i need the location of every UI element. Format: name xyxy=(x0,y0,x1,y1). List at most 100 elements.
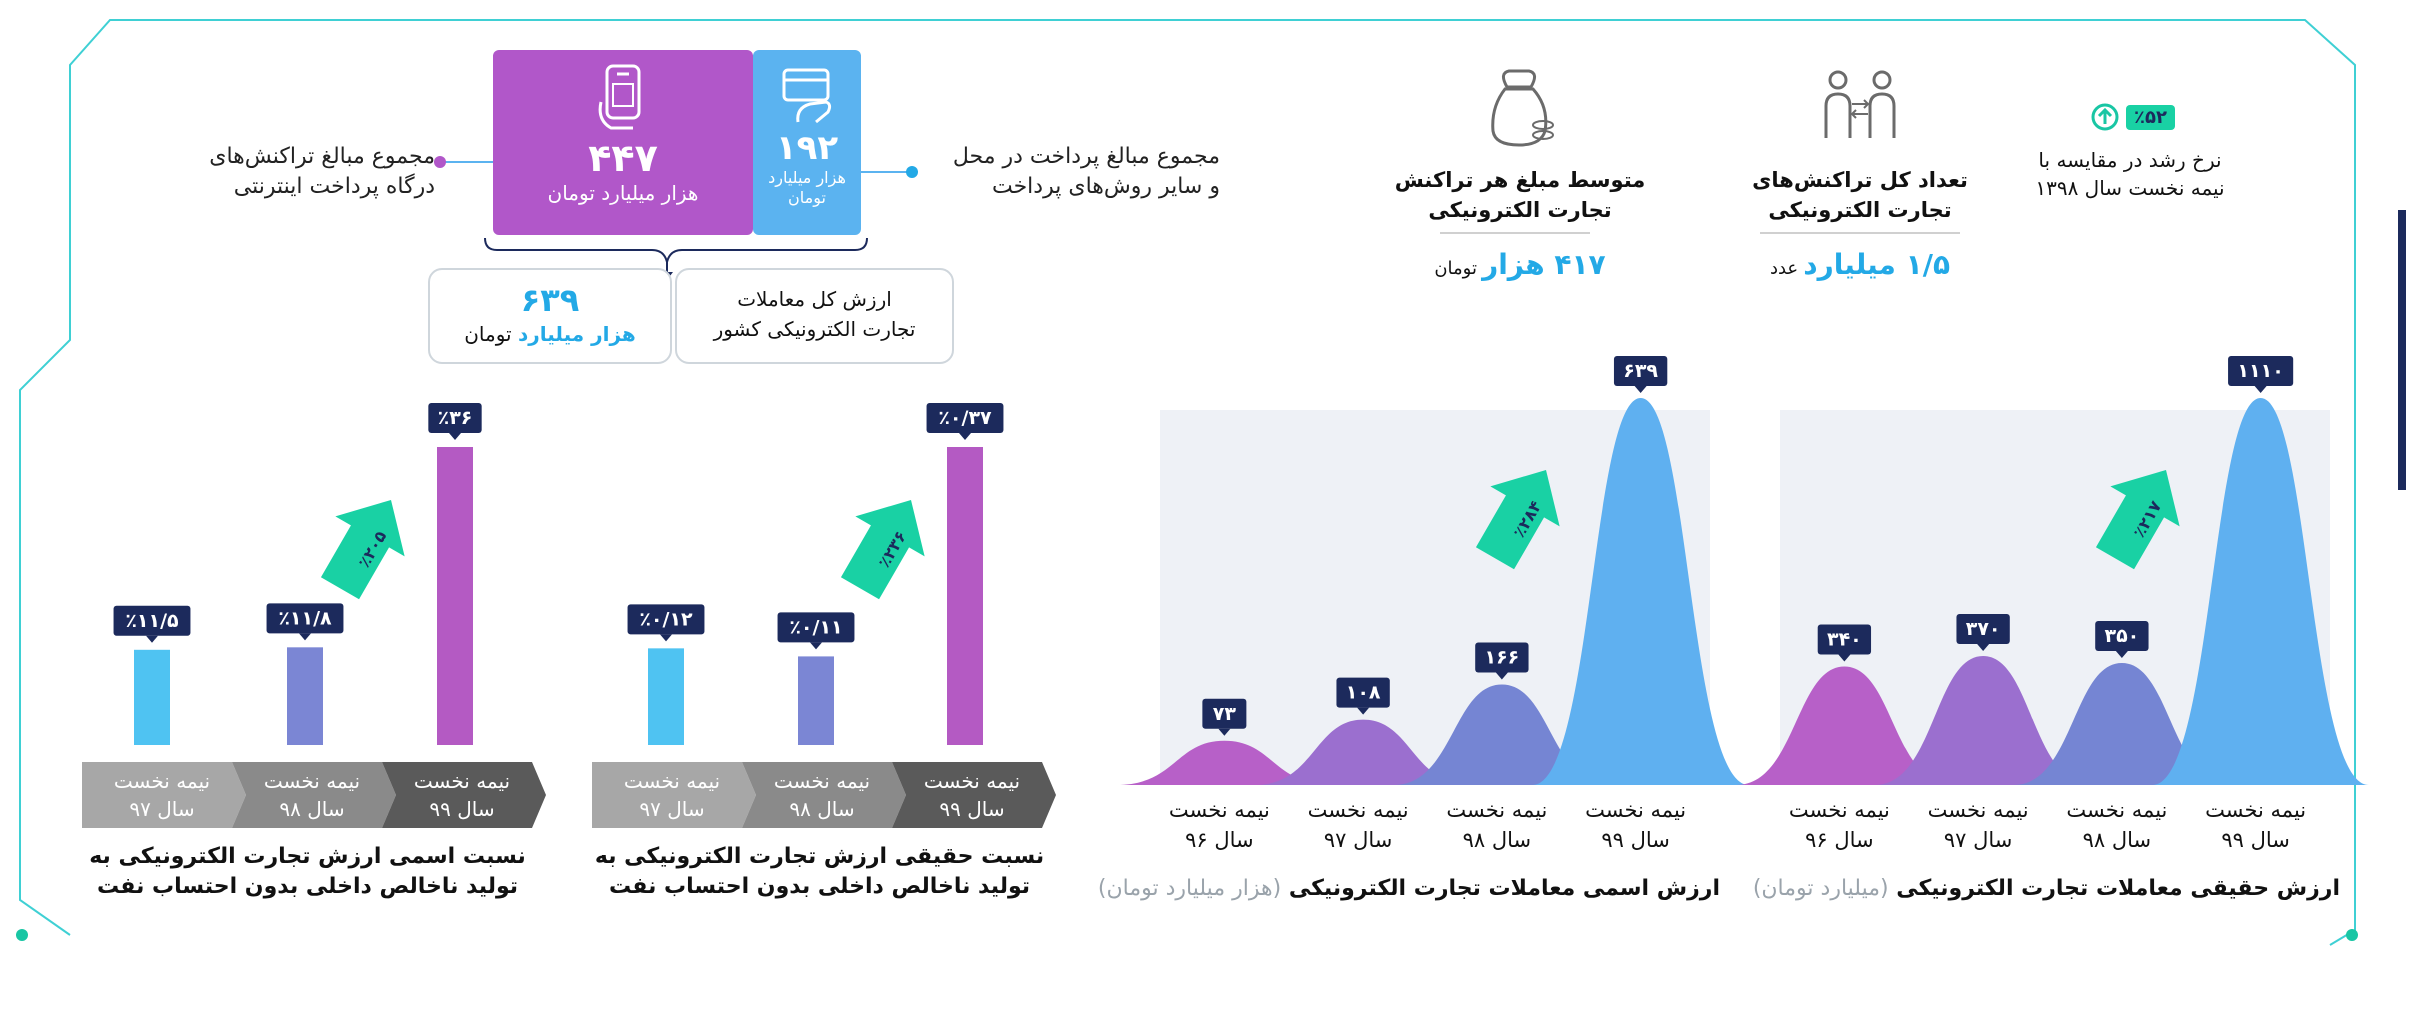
area-xlabel-line2: سال ۹۶ xyxy=(1185,828,1254,852)
growth-arrow-area-0-shape xyxy=(1475,469,1560,570)
caption-real-area: ارزش حقیقی معاملات تجارت الکترونیکی (میل… xyxy=(1753,876,2340,901)
ribbon-label-line1: نیمه نخست xyxy=(113,769,211,793)
area-label-1-2-text: ۳۵۰ xyxy=(2104,625,2139,647)
area-label-0-1: ۱۰۸ xyxy=(1336,677,1390,715)
kpi-avg-title-line1: متوسط مبلغ هر تراکنش xyxy=(1394,168,1646,192)
area-xlabel-line1: نیمه نخست xyxy=(1927,798,2029,822)
ribbon-label-line2: سال ۹۹ xyxy=(939,797,1005,821)
area-xlabel: نیمه نخست سال ۹۹ xyxy=(1561,795,1710,855)
arrow-up-circle-icon xyxy=(2091,103,2119,131)
card-internet-gateway: ۴۴۷ هزار میلیارد تومان xyxy=(493,50,753,235)
bar-label-0-2-pointer xyxy=(449,433,461,440)
bar-label-1-0-bg xyxy=(627,604,705,635)
card-hand-icon xyxy=(782,68,832,124)
growth-arrow-area-1-shape xyxy=(2095,469,2180,570)
area-xlabel-line2: سال ۹۹ xyxy=(2221,828,2290,852)
area-label-0-1-bg xyxy=(1336,677,1390,708)
ribbon-label-line2: سال ۹۷ xyxy=(639,797,705,821)
kpi-avg-divider xyxy=(1440,232,1590,234)
area-peak-1-2 xyxy=(2013,662,2231,785)
area-label-1-2-bg xyxy=(2095,620,2149,651)
growth-arrow-1-shape xyxy=(840,499,925,600)
bar-label-1-0-text: ٪۰/۱۲ xyxy=(639,608,693,630)
kpi-growth-line1: نرخ رشد در مقایسه با xyxy=(2038,148,2222,172)
total-unit-tail: تومان xyxy=(464,322,512,346)
ribbon-label-line1: نیمه نخست xyxy=(923,769,1021,793)
ribbon-label: نیمه نخست سال ۹۷ xyxy=(600,762,744,828)
area-label-0-1-pointer xyxy=(1357,707,1370,715)
area-xlabel-line1: نیمه نخست xyxy=(2205,798,2307,822)
ribbon-segment xyxy=(382,762,546,828)
bar-label-0-0-bg xyxy=(113,605,191,636)
area-label-1-0-bg xyxy=(1817,624,1872,655)
bar-1-0 xyxy=(648,648,684,745)
kpi-growth-line2: نیمه نخست سال ۱۳۹۸ xyxy=(2035,176,2225,200)
kpi-avg-title: متوسط مبلغ هر تراکنش تجارت الکترونیکی xyxy=(1390,165,1650,225)
area-xlabel-line2: سال ۹۹ xyxy=(1601,828,1670,852)
ribbon-label-line2: سال ۹۷ xyxy=(129,797,195,821)
area-label-0-1-text: ۱۰۸ xyxy=(1346,682,1381,704)
bar-1-2 xyxy=(947,447,983,745)
area-peak-0-3 xyxy=(1532,398,1749,785)
area-label-1-3-text: ۱۱۱۰ xyxy=(2237,360,2283,382)
ribbon-segment xyxy=(592,762,756,828)
area-xlabel-line2: سال ۹۸ xyxy=(2082,828,2152,852)
bar-label-1-1-pointer xyxy=(810,642,822,650)
bar-label-0-0-text: ٪۱۱/۵ xyxy=(125,610,179,632)
kpi-growth-note: نرخ رشد در مقایسه با نیمه نخست سال ۱۳۹۸ xyxy=(2010,146,2250,202)
caption-nominal-ratio-text: نسبت اسمی ارزش تجارت الکترونیکی به تولید… xyxy=(89,844,526,899)
ribbon-label-line1: نیمه نخست xyxy=(413,769,511,793)
area-label-0-2: ۱۶۶ xyxy=(1475,642,1529,680)
area-label-0-0: ۷۳ xyxy=(1202,698,1247,736)
ribbon-segment xyxy=(892,762,1056,828)
area-xlabel: نیمه نخست سال ۹۶ xyxy=(1765,795,1914,855)
area-label-1-3-bg xyxy=(2228,356,2294,386)
bar-label-1-2-text: ٪۰/۳۷ xyxy=(938,407,992,429)
area-xlabel: نیمه نخست سال ۹۸ xyxy=(1423,795,1572,855)
area-label-1-1-pointer xyxy=(1977,644,1990,651)
bar-0-1 xyxy=(287,647,323,745)
ribbon-segment xyxy=(82,762,246,828)
caption-nominal-area: ارزش اسمی معاملات تجارت الکترونیکی (هزار… xyxy=(1098,876,1720,901)
area-label-1-1: ۳۷۰ xyxy=(1956,614,2010,651)
area-xlabel: نیمه نخست سال ۹۸ xyxy=(2043,795,2192,855)
caption-nominal-ratio: نسبت اسمی ارزش تجارت الکترونیکی به تولید… xyxy=(80,842,535,902)
area-label-1-2-pointer xyxy=(2115,650,2128,658)
growth-arrow-area-0: ٪۲۸۴ xyxy=(1475,469,1560,570)
bar-label-0-2-bg xyxy=(428,403,482,433)
ribbon-label: نیمه نخست سال ۹۹ xyxy=(900,762,1044,828)
area-label-0-2-bg xyxy=(1475,642,1529,673)
kpi-growth-badge: ٪۵۲ xyxy=(2090,102,2188,132)
money-bag-icon xyxy=(1491,69,1554,147)
ribbon-label-line1: نیمه نخست xyxy=(263,769,361,793)
total-label-box: ارزش کل معاملات تجارت الکترونیکی کشور xyxy=(675,268,954,364)
ribbon-label: نیمه نخست سال ۹۸ xyxy=(750,762,894,828)
bar-0-2 xyxy=(437,447,473,745)
area-peak-1-0 xyxy=(1736,666,1953,785)
area-label-1-0-text: ۳۴۰ xyxy=(1827,628,1862,650)
nominal-area-xlabels: نیمه نخست سال ۹۶ نیمه نخست سال ۹۷ نیمه نخست س… xyxy=(1150,795,1710,865)
note-internet-gateway: مجموع مبالغ تراکنش‌های درگاه پرداخت اینت… xyxy=(165,142,435,202)
bar-label-0-1: ٪۱۱/۸ xyxy=(266,603,344,641)
area-xlabel: نیمه نخست سال ۹۷ xyxy=(1284,795,1433,855)
area-label-1-1-text: ۳۷۰ xyxy=(1966,618,2001,640)
area-label-0-2-pointer xyxy=(1495,672,1508,680)
growth-arrow-0-shape xyxy=(320,499,405,600)
area-xlabel-line1: نیمه نخست xyxy=(1168,798,1270,822)
kpi-growth-value: ٪۵۲ xyxy=(2126,104,2175,130)
area-label-0-0-pointer xyxy=(1218,728,1231,736)
area-label-1-0: ۳۴۰ xyxy=(1817,624,1872,662)
card-blue-unit-1: هزار میلیارد xyxy=(768,168,846,187)
total-value-box: ۶۳۹ هزار میلیارد تومان xyxy=(428,268,672,364)
bar-label-0-1-pointer xyxy=(299,633,311,641)
area-xlabel-line2: سال ۹۷ xyxy=(1323,828,1393,852)
area-peak-0-0 xyxy=(1116,740,1333,785)
area-xlabel-line1: نیمه نخست xyxy=(1307,798,1409,822)
total-unit: هزار میلیارد تومان xyxy=(430,320,670,348)
ribbon-segment xyxy=(232,762,396,828)
growth-arrow-0: ٪۲۰۵ xyxy=(320,499,405,600)
area-peak-0-1 xyxy=(1254,719,1472,785)
kpi-count-number: ۱/۵ میلیارد xyxy=(1803,248,1951,281)
bar-label-1-2-pointer xyxy=(959,433,971,440)
